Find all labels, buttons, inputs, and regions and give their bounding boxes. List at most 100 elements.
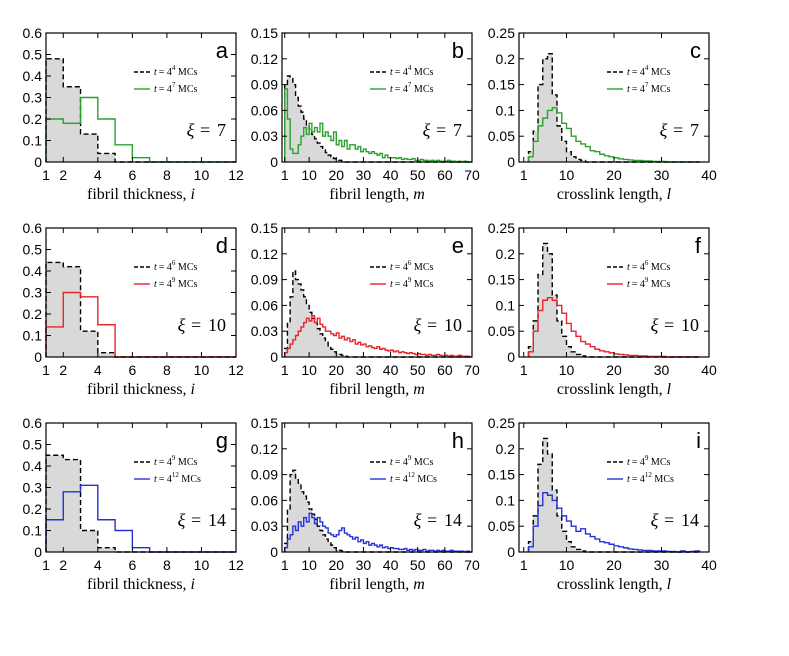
legend-label-late: t = 47 MCs [627, 81, 670, 95]
x-tick-label: 10 [194, 362, 210, 378]
x-tick-label: 2 [59, 557, 67, 573]
plot-frame [281, 32, 473, 163]
plot-frame [281, 227, 473, 358]
y-tick-label: 0.05 [488, 323, 515, 339]
x-tick-label: 1 [520, 362, 528, 378]
hist-fill-early [284, 271, 472, 357]
x-tick-label: 30 [654, 167, 670, 183]
y-tick-label: 0.4 [23, 263, 43, 279]
x-tick-label: 60 [437, 557, 453, 573]
y-tick-label: 0 [270, 544, 278, 560]
x-tick-label: 10 [301, 557, 317, 573]
y-tick-label: 0.12 [251, 441, 278, 457]
x-tick-label: 1 [281, 362, 289, 378]
legend-label-late: t = 49 MCs [627, 276, 670, 290]
x-tick-label: 10 [194, 167, 210, 183]
x-tick-label: 8 [163, 557, 171, 573]
y-tick-label: 0.06 [251, 492, 278, 508]
x-axis-label: fibril thickness, i [87, 186, 195, 203]
panel-c: 1 10 20 30 40 0 0.05 0.1 0.15 0.2 0.25 crosslink le… [488, 25, 717, 203]
x-tick-label: 50 [410, 167, 426, 183]
x-tick-label: 20 [606, 557, 622, 573]
legend-label-late: t = 49 MCs [390, 276, 433, 290]
x-tick-label: 10 [559, 167, 575, 183]
x-tick-label: 12 [228, 557, 244, 573]
x-tick-label: 40 [383, 362, 399, 378]
x-tick-label: 40 [701, 557, 717, 573]
y-tick-label: 0.15 [251, 25, 278, 41]
y-tick-label: 0.1 [496, 102, 516, 118]
y-tick-label: 0.5 [23, 47, 43, 63]
x-tick-label: 40 [701, 167, 717, 183]
y-tick-label: 0 [507, 154, 515, 170]
panel-letter: d [216, 233, 228, 258]
x-tick-label: 30 [654, 362, 670, 378]
x-tick-label: 2 [59, 167, 67, 183]
panel-a: 1 2 4 6 8 10 12 0 0.1 0.2 0.3 0.4 0.5 0.6 fibril thick… [23, 25, 244, 203]
x-tick-label: 1 [42, 167, 50, 183]
legend-label-early: t = 46 MCs [390, 259, 433, 273]
y-tick-label: 0.15 [488, 77, 515, 93]
panel-g: 1 2 4 6 8 10 12 0 0.1 0.2 0.3 0.4 0.5 0.6 fibril thick… [23, 415, 244, 593]
xi-annotation: ξ = 7 [423, 120, 462, 140]
y-tick-label: 0.12 [251, 246, 278, 262]
legend-label-early: t = 46 MCs [154, 259, 197, 273]
x-tick-label: 70 [464, 557, 480, 573]
legend-label-late: t = 412 MCs [154, 471, 201, 485]
x-tick-label: 20 [606, 167, 622, 183]
panel-f: 1 10 20 30 40 0 0.05 0.1 0.15 0.2 0.25 crosslink le… [488, 220, 717, 398]
x-tick-label: 1 [42, 557, 50, 573]
hist-series-early [45, 58, 236, 163]
x-axis-label: crosslink length, l [557, 186, 672, 203]
x-tick-label: 20 [328, 557, 344, 573]
panel-i: 1 10 20 30 40 0 0.05 0.1 0.15 0.2 0.25 crosslink le… [488, 415, 717, 593]
x-axis-label: fibril length, m [329, 576, 425, 593]
hist-fill-early [528, 438, 700, 552]
x-tick-label: 70 [464, 167, 480, 183]
y-tick-label: 0.05 [488, 518, 515, 534]
xi-annotation: ξ = 14 [651, 510, 699, 530]
legend-label-late: t = 412 MCs [390, 471, 437, 485]
y-tick-label: 0.09 [251, 467, 278, 483]
y-tick-label: 0 [270, 349, 278, 365]
panel-letter: g [216, 428, 228, 453]
hist-series-late [284, 315, 472, 358]
x-tick-label: 6 [128, 362, 136, 378]
x-tick-label: 10 [559, 557, 575, 573]
legend-label-late: t = 47 MCs [390, 81, 433, 95]
legend-label-early: t = 46 MCs [627, 259, 670, 273]
x-tick-label: 30 [356, 362, 372, 378]
legend-label-early: t = 44 MCs [390, 64, 433, 78]
y-tick-label: 0.2 [23, 501, 43, 517]
plot-frame [281, 422, 473, 553]
x-tick-label: 1 [520, 557, 528, 573]
legend-label-late: t = 49 MCs [154, 276, 197, 290]
y-tick-label: 0.3 [23, 90, 43, 106]
hist-series-late [284, 512, 472, 553]
x-tick-label: 4 [94, 557, 102, 573]
y-tick-label: 0.2 [23, 111, 43, 127]
x-tick-label: 12 [228, 362, 244, 378]
panel-e: 1 10 20 30 40 50 60 70 0 0.03 0.06 0.09 0.12 0.15 fibr… [251, 220, 480, 398]
legend-label-late: t = 412 MCs [627, 471, 674, 485]
x-tick-label: 70 [464, 362, 480, 378]
x-tick-label: 10 [301, 362, 317, 378]
panel-letter: h [452, 428, 464, 453]
x-tick-label: 1 [281, 557, 289, 573]
x-tick-label: 2 [59, 362, 67, 378]
hist-fill-early [46, 455, 236, 552]
y-tick-label: 0.6 [23, 220, 43, 236]
x-tick-label: 6 [128, 167, 136, 183]
hist-fill-early [284, 470, 472, 552]
y-tick-label: 0 [507, 544, 515, 560]
y-tick-label: 0.5 [23, 437, 43, 453]
x-tick-label: 1 [520, 167, 528, 183]
x-tick-label: 50 [410, 557, 426, 573]
x-tick-label: 4 [94, 167, 102, 183]
y-tick-label: 0.1 [23, 523, 43, 539]
x-tick-label: 50 [410, 362, 426, 378]
hist-fill-early [284, 76, 472, 162]
x-tick-label: 10 [559, 362, 575, 378]
x-tick-label: 6 [128, 557, 136, 573]
